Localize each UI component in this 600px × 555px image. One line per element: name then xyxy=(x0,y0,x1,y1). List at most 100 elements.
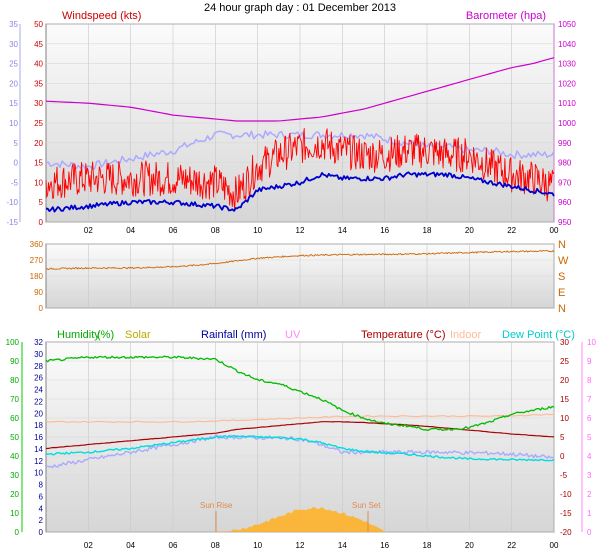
humidity-tick-label: 60 xyxy=(10,414,19,423)
uv-tick-label: 6 xyxy=(587,414,592,423)
wind-x-ticks: 02 04 06 08 10 12 14 16 18 20 22 00 xyxy=(84,226,559,235)
uv-tick-label: 3 xyxy=(587,471,592,480)
temp-x-tick-label: 14 xyxy=(338,541,347,550)
barometer-tick-label: 980 xyxy=(558,159,572,168)
uv-tick-label: 9 xyxy=(587,357,592,366)
barometer-tick-label: 960 xyxy=(558,198,572,207)
direction-series-line xyxy=(45,250,555,270)
indoor-series-line xyxy=(45,413,555,423)
humidity-tick-label: 10 xyxy=(10,509,19,518)
rainfall-label: Rainfall (mm) xyxy=(201,329,266,341)
uv-tick-label: 5 xyxy=(587,433,592,442)
rain-tick-label: 26 xyxy=(34,374,43,383)
wind-tick-label: 10 xyxy=(34,178,43,187)
temp-x-ticks: 02 04 06 08 10 12 14 16 18 20 22 00 xyxy=(84,541,559,550)
wind-x-tick-label: 06 xyxy=(169,226,178,235)
temp-tick-label: 15 xyxy=(560,395,569,404)
sun-rise-label: Sun Rise xyxy=(200,501,233,510)
wind-x-tick-label: 22 xyxy=(507,226,516,235)
rain-tick-label: 20 xyxy=(34,409,43,418)
wind-outer-tick-label: -5 xyxy=(11,178,19,187)
barometer-tick-label: 1010 xyxy=(558,99,576,108)
temperature-series-line xyxy=(45,421,555,450)
indoor-label: Indoor xyxy=(450,329,482,341)
barometer-series-line xyxy=(45,57,555,122)
wind-outer-tick-label: 0 xyxy=(14,159,19,168)
humidity-tick-label: 40 xyxy=(10,452,19,461)
uv-tick-label: 0 xyxy=(587,528,592,537)
barometer-tick-label: 1050 xyxy=(558,20,576,29)
wind-outer-tick-label: 25 xyxy=(9,60,18,69)
rain-tick-label: 24 xyxy=(34,386,43,395)
wind-x-tick-label: 14 xyxy=(338,226,347,235)
rain-tick-label: 12 xyxy=(34,457,43,466)
wind-x-tick-label: 02 xyxy=(84,226,93,235)
humidity-label: Humidity xyxy=(57,329,100,341)
uv-tick-label: 7 xyxy=(587,395,592,404)
humidity-series-line xyxy=(45,355,555,432)
dewpoint-label: Dew Point (°C) xyxy=(502,329,575,341)
panel-wind: Windspeed (kts) Barometer (hpa) 0 -15 950 5… xyxy=(6,10,576,235)
barometer-tick-label: 950 xyxy=(558,218,572,227)
solar-series-area xyxy=(46,507,554,532)
barometer-tick-label: 1040 xyxy=(558,40,576,49)
temp-tick-label: -5 xyxy=(560,471,568,480)
wind-tick-label: 40 xyxy=(34,60,43,69)
direction-tick-label: 360 xyxy=(30,240,44,249)
temp-tick-label: -10 xyxy=(560,490,572,499)
humidity-pct-label: (%) xyxy=(97,329,114,341)
temp-tick-label: -15 xyxy=(560,509,572,518)
wind-outer-tick-label: 5 xyxy=(14,139,19,148)
temp-x-tick-label: 10 xyxy=(253,541,262,550)
rain-tick-label: 16 xyxy=(34,433,43,442)
humidity-tick-label: 70 xyxy=(10,395,19,404)
wind-series xyxy=(45,23,555,223)
windspeed-series-line xyxy=(45,128,555,212)
wind-tick-label: 0 xyxy=(39,218,44,227)
wind-x-tick-label: 10 xyxy=(253,226,262,235)
direction-series xyxy=(45,243,555,309)
wind-outer-tick-label: -10 xyxy=(6,198,18,207)
direction-tick-label: 0 xyxy=(39,304,44,313)
rain-tick-label: 8 xyxy=(39,481,44,490)
wind-outer-tick-label: 15 xyxy=(9,99,18,108)
rain-tick-label: 0 xyxy=(39,528,44,537)
humidity-tick-label: 80 xyxy=(10,376,19,385)
wind-average-series-line xyxy=(46,171,555,213)
rain-tick-label: 2 xyxy=(39,516,44,525)
temp-x-tick-label: 22 xyxy=(507,541,516,550)
wind-x-tick-label: 16 xyxy=(380,226,389,235)
wind-x-tick-label: 04 xyxy=(126,226,135,235)
wind-tick-label: 25 xyxy=(34,119,43,128)
uv-tick-label: 8 xyxy=(587,376,592,385)
temp-tick-label: 30 xyxy=(560,338,569,347)
barometer-tick-label: 1000 xyxy=(558,119,576,128)
wind-x-tick-label: 00 xyxy=(550,226,559,235)
direction-tick-label: 180 xyxy=(30,272,44,281)
rain-tick-label: 14 xyxy=(34,445,43,454)
wind-x-tick-label: 12 xyxy=(296,226,305,235)
uv-label: UV xyxy=(285,329,301,341)
temp-tick-labels: 0 -20 010 -15 120 -10 230 -5 340 0 450 5 560 10 670 15 7… xyxy=(6,338,597,537)
temp-tick-label: 10 xyxy=(560,414,569,423)
uv-tick-label: 4 xyxy=(587,452,592,461)
temp-x-tick-label: 06 xyxy=(169,541,178,550)
temp-x-tick-label: 18 xyxy=(423,541,432,550)
temp-tick-label: 5 xyxy=(560,433,565,442)
temperature-label: Temperature (°C) xyxy=(361,329,445,341)
temp-x-tick-label: 08 xyxy=(211,541,220,550)
temp-tick-label: -20 xyxy=(560,528,572,537)
temp-series xyxy=(45,341,555,533)
wind-tick-labels: 0 -15 950 5 -10 960 10 -5 970 15 0 980 20 5 990 25 10 100… xyxy=(6,20,576,227)
direction-tick-label: 270 xyxy=(30,256,44,265)
chart-title: 24 hour graph day : 01 December 2013 xyxy=(204,2,396,14)
temp-tick-label: 20 xyxy=(560,376,569,385)
humidity-tick-label: 90 xyxy=(10,357,19,366)
panel-temperature: Humidity (%) Solar Rainfall (mm) UV Temp… xyxy=(6,329,597,550)
temp-x-tick-label: 02 xyxy=(84,541,93,550)
rain-tick-label: 4 xyxy=(39,504,44,513)
rain-tick-label: 18 xyxy=(34,421,43,430)
barometer-label: Barometer (hpa) xyxy=(466,10,546,22)
uv-tick-label: 10 xyxy=(587,338,596,347)
